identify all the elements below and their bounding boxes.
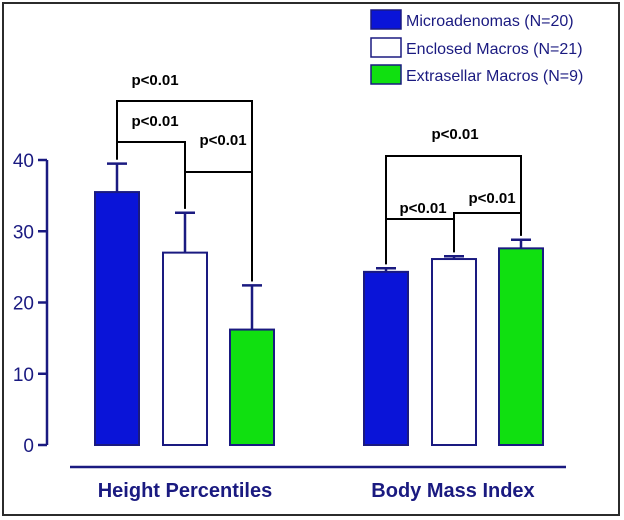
legend-swatch bbox=[370, 9, 402, 30]
bar bbox=[229, 328, 275, 447]
significance-label: p<0.01 bbox=[468, 190, 515, 207]
y-tick-label: 10 bbox=[13, 365, 34, 386]
bar bbox=[162, 251, 208, 446]
legend-swatch bbox=[370, 64, 402, 85]
significance-bracket bbox=[453, 212, 522, 253]
legend-swatch bbox=[370, 37, 402, 58]
significance-label: p<0.01 bbox=[431, 126, 478, 143]
legend-label: Microadenomas (N=20) bbox=[406, 13, 574, 30]
y-tick-label: 40 bbox=[13, 151, 34, 172]
legend-label: Enclosed Macros (N=21) bbox=[406, 41, 583, 58]
significance-bracket bbox=[385, 218, 455, 265]
significance-label: p<0.01 bbox=[131, 72, 178, 89]
significance-label: p<0.01 bbox=[399, 200, 446, 217]
y-tick-label: 0 bbox=[23, 436, 34, 457]
significance-bracket bbox=[385, 155, 522, 265]
legend-label: Extrasellar Macros (N=9) bbox=[406, 68, 583, 85]
significance-bracket bbox=[184, 171, 253, 282]
bar bbox=[498, 247, 544, 446]
category-label: Body Mass Index bbox=[371, 480, 534, 502]
bar bbox=[363, 270, 409, 446]
significance-label: p<0.01 bbox=[199, 132, 246, 149]
y-tick-label: 30 bbox=[13, 222, 34, 243]
category-label: Height Percentiles bbox=[98, 480, 273, 502]
y-tick-label: 20 bbox=[13, 294, 34, 315]
significance-label: p<0.01 bbox=[131, 113, 178, 130]
bar bbox=[431, 258, 477, 446]
bar bbox=[94, 191, 140, 446]
